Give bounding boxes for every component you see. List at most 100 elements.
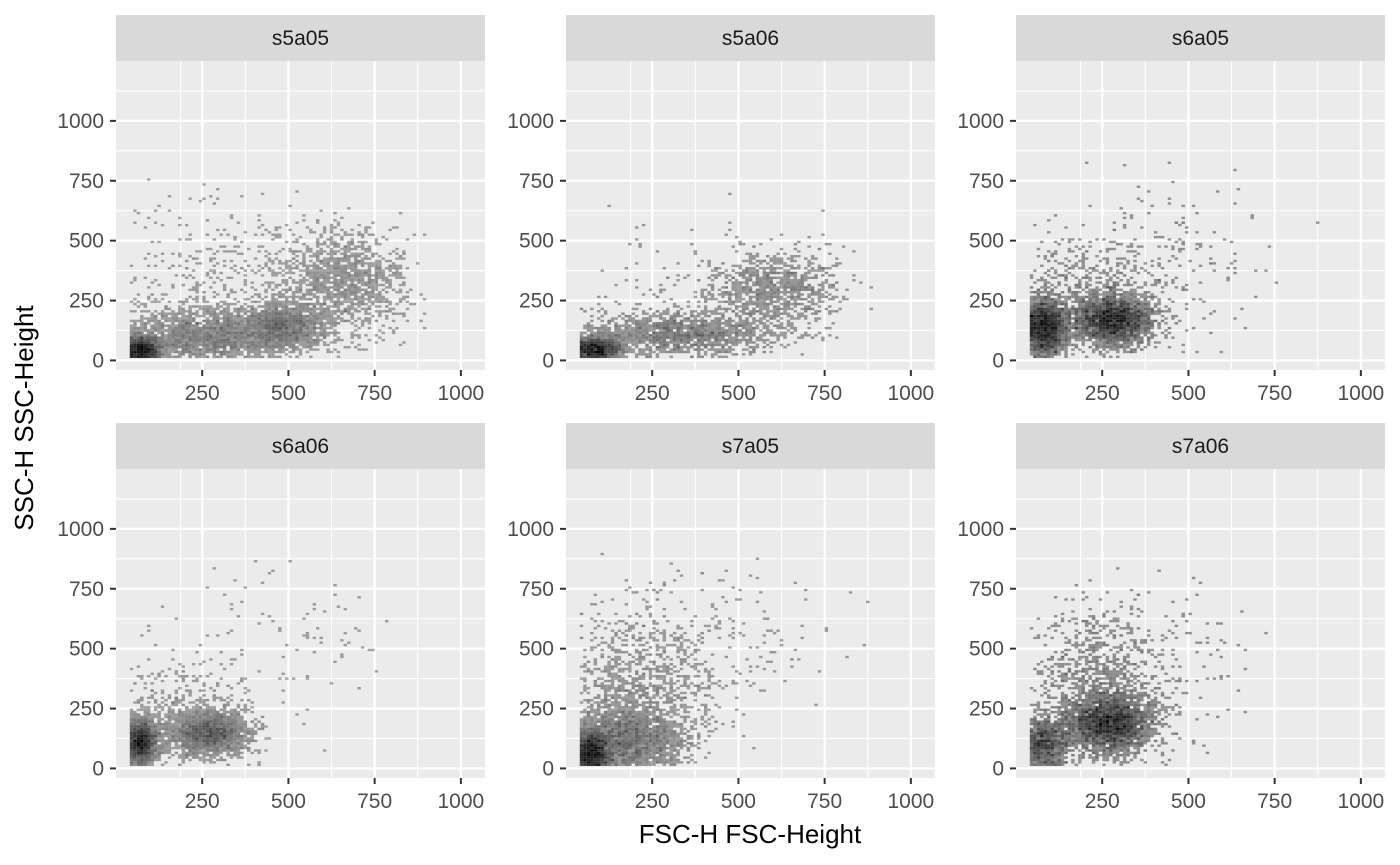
density-bin (264, 307, 268, 311)
density-bin (1150, 322, 1154, 325)
density-bin (167, 195, 172, 198)
density-bin (721, 314, 725, 318)
density-bin (707, 291, 711, 294)
density-bin (683, 326, 687, 330)
density-bin (590, 331, 594, 335)
density-bin (1129, 291, 1134, 294)
density-bin (645, 355, 649, 358)
density-bin (1136, 322, 1141, 325)
density-bin (333, 334, 337, 337)
density-bin (1098, 326, 1103, 330)
density-bin (181, 283, 185, 287)
density-bin (285, 223, 289, 227)
density-bin (1116, 341, 1120, 344)
density-bin (797, 281, 801, 284)
density-bin (835, 281, 839, 284)
density-bin (357, 271, 361, 275)
density-bin (724, 350, 729, 354)
density-bin (164, 353, 168, 356)
density-bin (153, 319, 158, 323)
density-bin (1060, 326, 1065, 330)
density-bin (741, 310, 746, 313)
density-bin (1129, 300, 1134, 303)
density-bin (628, 341, 632, 344)
density-bin (672, 334, 677, 337)
density-bin (388, 307, 392, 311)
density-bin (1236, 188, 1241, 191)
density-bin (260, 314, 265, 318)
density-bin (1053, 312, 1058, 315)
density-bin (1033, 223, 1037, 227)
density-bin (219, 346, 223, 349)
density-bin (340, 317, 344, 320)
density-bin (136, 338, 141, 342)
density-bin (1088, 317, 1092, 320)
density-bin (1140, 245, 1144, 248)
density-bin (129, 350, 134, 354)
density-bin (700, 348, 704, 351)
density-bin (821, 295, 825, 299)
density-bin (1057, 322, 1061, 325)
density-bin (1126, 317, 1130, 320)
density-bin (638, 245, 642, 248)
density-bin (288, 286, 292, 289)
density-bin (1091, 298, 1096, 301)
density-bin (1053, 293, 1058, 296)
density-bin (1102, 312, 1106, 315)
density-bin (198, 322, 203, 325)
density-bin (748, 288, 753, 291)
density-bin (150, 331, 154, 335)
density-bin (1109, 341, 1113, 344)
density-bin (333, 240, 337, 244)
density-bin (786, 264, 791, 267)
density-bin (748, 291, 753, 294)
density-bin (281, 350, 285, 354)
density-bin (1157, 302, 1161, 306)
density-bin (343, 271, 348, 275)
density-bin (1033, 322, 1037, 325)
density-bin (385, 310, 389, 313)
density-bin (316, 298, 320, 301)
density-bin (779, 326, 784, 330)
density-bin (178, 216, 182, 220)
density-bin (1109, 329, 1113, 332)
density-bin (800, 293, 804, 296)
density-bin (1074, 317, 1079, 320)
density-bin (271, 300, 275, 303)
density-bin (1053, 353, 1058, 356)
density-bin (793, 255, 798, 258)
density-bin (316, 341, 320, 344)
density-bin (350, 305, 354, 308)
density-bin (267, 336, 272, 339)
density-bin (1095, 341, 1099, 344)
density-bin (731, 276, 735, 279)
density-bin (676, 305, 680, 308)
density-bin (374, 252, 379, 255)
density-bin (1098, 336, 1103, 339)
density-bin (610, 331, 615, 335)
density-bin (1081, 326, 1085, 330)
density-bin (603, 338, 608, 342)
density-bin (828, 312, 832, 315)
density-bin (333, 252, 337, 255)
density-bin (357, 298, 361, 301)
density-bin (1098, 343, 1103, 347)
density-bin (1209, 262, 1213, 265)
density-bin (735, 298, 739, 301)
density-bin (281, 281, 285, 284)
density-bin (212, 326, 217, 330)
density-bin (779, 279, 784, 282)
density-bin (666, 329, 670, 332)
density-bin (597, 326, 601, 330)
density-bin (336, 307, 341, 311)
density-bin (1116, 262, 1120, 265)
density-bin (783, 326, 787, 330)
density-bin (367, 257, 372, 260)
density-bin (347, 233, 351, 236)
density-bin (1147, 211, 1151, 215)
density-bin (1122, 334, 1127, 337)
density-bin (779, 331, 784, 335)
density-bin (291, 252, 296, 255)
density-bin (1116, 336, 1120, 339)
density-bin (1057, 317, 1061, 320)
